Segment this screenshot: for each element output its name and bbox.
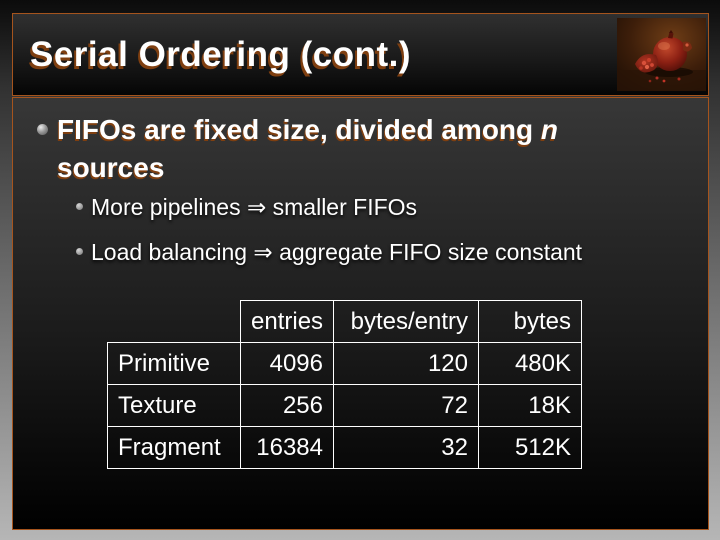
table-header-bytes-per-entry: bytes/entry (333, 300, 479, 343)
table-cell-entries: 4096 (240, 342, 334, 385)
pomegranate-still-life-image (617, 18, 706, 91)
table-cell-label: Texture (107, 384, 241, 427)
table-blank-cell (108, 301, 241, 343)
table-cell-bytes: 512K (478, 426, 582, 469)
table-cell-bytes-per-entry: 32 (333, 426, 479, 469)
table-cell-bytes-per-entry: 120 (333, 342, 479, 385)
table-row-fragment: Fragment 16384 32 512K (107, 426, 582, 469)
table-cell-bytes: 480K (478, 342, 582, 385)
table-cell-entries: 16384 (240, 426, 334, 469)
table-header-row: entries bytes/entry bytes (108, 300, 582, 343)
bullet-text-pre: FIFOs are fixed size, divided among (57, 114, 541, 145)
bullet-text-italic-n: n (540, 114, 559, 145)
bullet-item-fifos: FIFOs are fixed size, divided among n sou… (37, 111, 558, 187)
bullet-item-load-balancing: Load balancing ⇒ aggregate FIFO size con… (76, 238, 582, 266)
table-cell-bytes-per-entry: 72 (333, 384, 479, 427)
bullet-dot-icon (76, 248, 83, 255)
table-cell-entries: 256 (240, 384, 334, 427)
bullet-text: FIFOs are fixed size, divided among n sou… (57, 111, 558, 187)
table-header-entries: entries (240, 300, 334, 343)
title-bar: Serial Ordering (cont.) (12, 13, 709, 96)
bullet-text-line2: sources (57, 152, 165, 183)
table-cell-bytes: 18K (478, 384, 582, 427)
fifo-size-table: entries bytes/entry bytes Primitive 4096… (107, 300, 582, 469)
bullet-item-pipelines: More pipelines ⇒ smaller FIFOs (76, 193, 417, 221)
table-row-texture: Texture 256 72 18K (107, 384, 582, 427)
slide-title: Serial Ordering (cont.) (30, 34, 411, 74)
bullet-dot-icon (37, 124, 48, 135)
table-header-bytes: bytes (478, 300, 582, 343)
bullet-text: More pipelines ⇒ smaller FIFOs (91, 194, 418, 220)
table-cell-label: Primitive (107, 342, 241, 385)
content-area: FIFOs are fixed size, divided among n sou… (12, 97, 709, 530)
bullet-text: Load balancing ⇒ aggregate FIFO size con… (91, 239, 583, 265)
table-cell-label: Fragment (107, 426, 241, 469)
bullet-dot-icon (76, 203, 83, 210)
table-row-primitive: Primitive 4096 120 480K (107, 342, 582, 385)
